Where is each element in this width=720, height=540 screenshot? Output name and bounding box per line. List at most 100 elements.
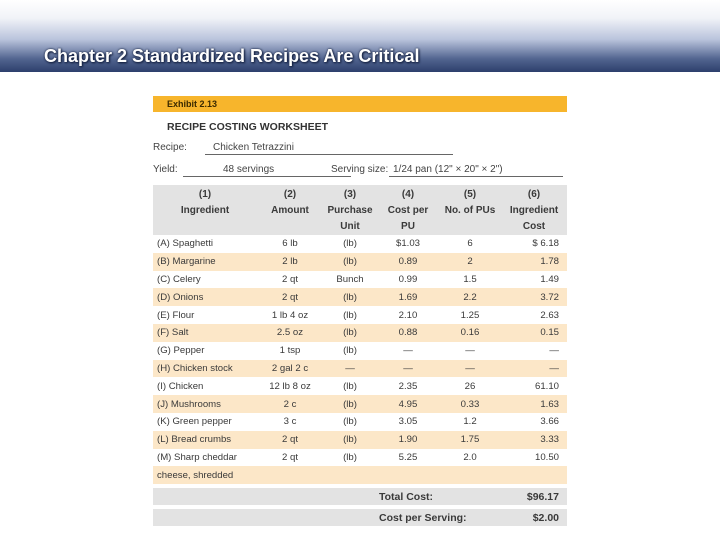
amount-cell: 6 lb bbox=[282, 238, 298, 250]
ingredient-cost-cell: 10.50 bbox=[534, 451, 559, 463]
ingredient-cost-cell: 0.15 bbox=[501, 323, 567, 342]
cost-per-pu-cell bbox=[377, 466, 439, 485]
ingredient-cell: (H) Chicken stock bbox=[153, 359, 257, 378]
costing-table: (1) Ingredient (2) Amount (3) Purchase Unit… bbox=[153, 185, 567, 527]
serving-size-label: Serving size: bbox=[331, 164, 389, 175]
amount-cell: 2 c bbox=[257, 395, 323, 413]
table-row: (E) Flour 1 lb 4 oz (lb) 2.10 1.25 2.63 bbox=[153, 306, 567, 324]
cost-per-serving-row: Cost per Serving: $2.00 bbox=[153, 509, 567, 527]
ingredient-cost-cell: 61.10 bbox=[534, 380, 559, 392]
total-cost-row: Total Cost: $96.17 bbox=[153, 488, 567, 506]
ingredient-cell: (D) Onions bbox=[153, 288, 257, 307]
ingredient-cost-cell: 1.49 bbox=[540, 273, 559, 285]
num-pus-cell: 26 bbox=[464, 380, 476, 392]
ingredient-cell: cheese, shredded bbox=[153, 466, 257, 485]
ingredient-cell: (A) Spaghetti bbox=[157, 238, 213, 250]
column-header: (4) Cost per PU bbox=[377, 185, 439, 235]
recipe-value: Chicken Tetrazzini bbox=[205, 141, 453, 155]
ingredient-cost-cell: 3.72 bbox=[501, 288, 567, 307]
num-pus-cell: 2.0 bbox=[463, 451, 477, 463]
total-cost-label: Total Cost: bbox=[377, 488, 501, 506]
num-pus-cell: 2 bbox=[439, 252, 501, 271]
num-pus-cell: 1.75 bbox=[439, 430, 501, 449]
table-row: (F) Salt 2.5 oz (lb) 0.88 0.16 0.15 bbox=[153, 323, 567, 342]
purchase-unit-cell: (lb) bbox=[323, 430, 377, 449]
ingredient-cell: (J) Mushrooms bbox=[153, 395, 257, 413]
amount-cell: 2 qt bbox=[281, 273, 298, 285]
cost-per-serving-value: $2.00 bbox=[501, 509, 567, 527]
purchase-unit-cell: — bbox=[323, 359, 377, 378]
ingredient-cost-cell: 3.33 bbox=[501, 430, 567, 449]
recipe-label: Recipe: bbox=[153, 142, 187, 153]
num-pus-cell: 0.16 bbox=[439, 323, 501, 342]
purchase-unit-cell: (lb) bbox=[343, 345, 357, 357]
purchase-unit-cell: (lb) bbox=[343, 416, 357, 428]
purchase-unit-cell: Bunch bbox=[336, 273, 364, 285]
purchase-unit-cell: (lb) bbox=[323, 323, 377, 342]
total-cost-value: $96.17 bbox=[501, 488, 567, 506]
purchase-unit-cell bbox=[323, 466, 377, 485]
table-row: (D) Onions 2 qt (lb) 1.69 2.2 3.72 bbox=[153, 288, 567, 307]
ingredient-cost-cell: 2.63 bbox=[540, 309, 559, 321]
amount-cell: 2 qt bbox=[281, 451, 298, 463]
table-row: (L) Bread crumbs 2 qt (lb) 1.90 1.75 3.33 bbox=[153, 430, 567, 449]
ingredient-cell: (E) Flour bbox=[157, 309, 195, 321]
num-pus-cell: — bbox=[439, 359, 501, 378]
amount-cell: 2 qt bbox=[257, 288, 323, 307]
cost-per-pu-cell: 3.05 bbox=[398, 416, 418, 428]
cost-per-pu-cell: 2.10 bbox=[398, 309, 418, 321]
purchase-unit-cell: (lb) bbox=[323, 395, 377, 413]
table-row: (A) Spaghetti 6 lb (lb) $1.03 6 $ 6.18 bbox=[153, 235, 567, 253]
cost-per-pu-cell: 0.89 bbox=[377, 252, 439, 271]
cost-per-pu-cell: 1.90 bbox=[377, 430, 439, 449]
table-row: (I) Chicken 12 lb 8 oz (lb) 2.35 26 61.10 bbox=[153, 377, 567, 395]
ingredient-cell: (M) Sharp cheddar bbox=[157, 451, 237, 463]
table-body: (A) Spaghetti 6 lb (lb) $1.03 6 $ 6.18 (B) Mar… bbox=[153, 235, 567, 485]
ingredient-cell: (G) Pepper bbox=[157, 345, 205, 357]
purchase-unit-cell: (lb) bbox=[343, 380, 357, 392]
cost-per-pu-cell: — bbox=[377, 359, 439, 378]
table-row: (M) Sharp cheddar 2 qt (lb) 5.25 2.0 10.50 bbox=[153, 449, 567, 467]
column-header: (6) Ingredient Cost bbox=[501, 185, 567, 235]
serving-size-value: 1/24 pan (12" × 20" × 2") bbox=[389, 163, 563, 177]
table-row: cheese, shredded bbox=[153, 466, 567, 485]
amount-cell: 2.5 oz bbox=[257, 323, 323, 342]
cost-per-pu-cell: — bbox=[403, 345, 413, 357]
yield-label: Yield: bbox=[153, 164, 178, 175]
ingredient-cost-cell: 1.63 bbox=[501, 395, 567, 413]
column-header: (5) No. of PUs bbox=[439, 185, 501, 235]
cost-per-pu-cell: $1.03 bbox=[395, 238, 420, 250]
num-pus-cell: 0.33 bbox=[439, 395, 501, 413]
purchase-unit-cell: (lb) bbox=[343, 238, 357, 250]
cost-per-serving-label: Cost per Serving: bbox=[377, 509, 501, 527]
cost-per-pu-cell: 2.35 bbox=[398, 380, 418, 392]
ingredient-cost-cell bbox=[501, 466, 567, 485]
ingredient-cost-cell: $ 6.18 bbox=[532, 238, 559, 250]
column-header: (1) Ingredient bbox=[153, 185, 257, 235]
purchase-unit-cell: (lb) bbox=[343, 451, 357, 463]
column-header: (3) Purchase Unit bbox=[323, 185, 377, 235]
amount-cell: 1 tsp bbox=[279, 345, 301, 357]
amount-cell: 2 qt bbox=[257, 430, 323, 449]
num-pus-cell: 2.2 bbox=[439, 288, 501, 307]
ingredient-cell: (B) Margarine bbox=[153, 252, 257, 271]
amount-cell: 12 lb 8 oz bbox=[269, 380, 311, 392]
amount-cell: 3 c bbox=[283, 416, 297, 428]
ingredient-cell: (F) Salt bbox=[153, 323, 257, 342]
purchase-unit-cell: (lb) bbox=[323, 252, 377, 271]
table-header-row: (1) Ingredient (2) Amount (3) Purchase Unit… bbox=[153, 185, 567, 235]
cost-per-pu-cell: 4.95 bbox=[377, 395, 439, 413]
ingredient-cost-cell: — bbox=[501, 359, 567, 378]
ingredient-cell: (L) Bread crumbs bbox=[153, 430, 257, 449]
table-row: (G) Pepper 1 tsp (lb) — — — bbox=[153, 342, 567, 360]
cost-per-pu-cell: 1.69 bbox=[377, 288, 439, 307]
ingredient-cost-cell: — bbox=[549, 345, 559, 357]
num-pus-cell: 1.25 bbox=[460, 309, 480, 321]
num-pus-cell: 1.2 bbox=[463, 416, 477, 428]
table-row: (C) Celery 2 qt Bunch 0.99 1.5 1.49 bbox=[153, 271, 567, 289]
slide-header: Chapter 2 Standardized Recipes Are Criti… bbox=[0, 0, 720, 72]
table-row: (K) Green pepper 3 c (lb) 3.05 1.2 3.66 bbox=[153, 413, 567, 431]
num-pus-cell: 6 bbox=[467, 238, 473, 250]
exhibit-label: Exhibit 2.13 bbox=[153, 96, 567, 112]
yield-value: 48 servings bbox=[183, 163, 351, 177]
